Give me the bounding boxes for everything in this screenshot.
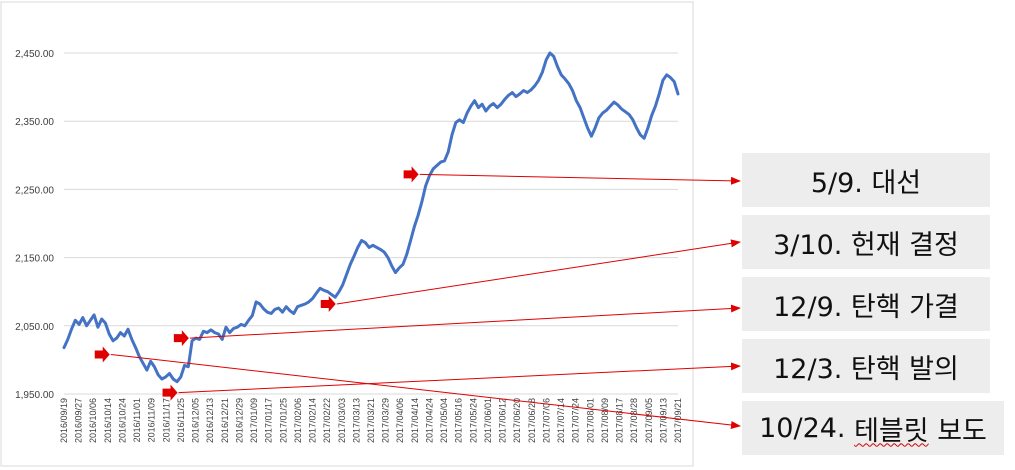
x-tick-label: 2017/03/13 (351, 398, 361, 443)
y-tick-label: 1,950.00 (15, 390, 54, 401)
y-tick-label: 2,150.00 (15, 254, 54, 265)
x-tick-label: 2017/06/12 (498, 398, 508, 443)
event-connector (419, 173, 741, 185)
event-marker (173, 330, 189, 347)
x-axis: 2016/09/19 2016/09/27 2016/10/06 2016/10/14… (59, 398, 683, 443)
x-tick-label: 2017/06/28 (527, 398, 537, 443)
callout-label: 3/10. 헌재 결정 (773, 229, 959, 261)
x-tick-label: 2016/12/13 (205, 398, 215, 443)
x-tick-label: 2017/01/09 (249, 398, 259, 443)
x-tick-label: 2017/09/21 (673, 398, 683, 443)
x-tick-label: 2016/12/05 (191, 398, 201, 443)
callout-impeachment-proposed: 12/3. 탄핵 발의 (742, 339, 990, 393)
x-tick-label: 2017/03/21 (366, 398, 376, 443)
x-tick-label: 2017/02/06 (293, 398, 303, 443)
x-tick-label: 2017/08/01 (585, 398, 595, 443)
event-connector (189, 304, 741, 339)
x-tick-label: 2017/05/24 (468, 398, 478, 443)
x-tick-label: 2017/01/17 (264, 398, 274, 443)
x-tick-label: 2017/08/28 (629, 398, 639, 443)
x-tick-label: 2017/03/29 (381, 398, 391, 443)
x-tick-label: 2017/06/01 (483, 398, 493, 443)
x-tick-label: 2017/02/14 (308, 398, 318, 443)
event-marker (94, 346, 110, 363)
y-axis: 1,950.00 2,050.00 2,150.00 2,250.00 2,350.00… (15, 49, 54, 401)
x-tick-label: 2017/09/05 (644, 398, 654, 443)
x-tick-label: 2017/05/04 (439, 398, 449, 443)
x-tick-label: 2016/11/25 (176, 398, 186, 442)
x-tick-label: 2017/07/14 (556, 398, 566, 443)
event-connector (336, 239, 741, 305)
event-marker (162, 384, 178, 401)
event-connector (178, 362, 741, 394)
x-tick-label: 2017/02/22 (322, 398, 332, 443)
x-tick-label: 2017/05/16 (454, 398, 464, 443)
x-tick-label: 2017/07/06 (541, 398, 551, 443)
x-tick-label: 2017/04/06 (395, 398, 405, 443)
x-tick-label: 2017/04/24 (424, 398, 434, 443)
event-marker (403, 166, 419, 183)
x-tick-label: 2017/06/20 (512, 398, 522, 443)
x-tick-label: 2016/10/14 (103, 398, 113, 443)
x-tick-label: 2017/04/14 (410, 398, 420, 443)
callout-election: 5/9. 대선 (742, 153, 990, 207)
event-marker (320, 295, 336, 312)
x-tick-label: 2017/08/17 (615, 398, 625, 443)
callout-label-flagged: 테블릿 (854, 415, 929, 447)
x-tick-label: 2016/10/24 (117, 398, 127, 443)
series-line (62, 51, 680, 384)
x-tick-label: 2017/01/25 (278, 398, 288, 443)
y-tick-label: 2,450.00 (15, 49, 54, 60)
callout-label: 12/3. 탄핵 발의 (773, 353, 959, 385)
plot-frame (0, 1, 694, 467)
x-tick-label: 2016/11/17 (161, 398, 171, 442)
callout-label-prefix: 10/24. (759, 412, 855, 444)
x-tick-label: 2017/09/13 (658, 398, 668, 443)
callout-impeachment-passed: 12/9. 탄핵 가결 (742, 277, 990, 331)
x-tick-label: 2017/07/24 (571, 398, 581, 443)
x-tick-label: 2017/03/03 (337, 398, 347, 443)
x-tick-label: 2016/09/27 (74, 398, 84, 443)
x-tick-label: 2016/11/01 (132, 398, 142, 442)
x-tick-label: 2016/11/09 (147, 398, 157, 442)
annotations (94, 166, 741, 429)
event-connector (110, 353, 741, 429)
x-tick-label: 2016/09/19 (59, 398, 69, 443)
callout-court-decision: 3/10. 헌재 결정 (742, 215, 990, 269)
callout-label: 5/9. 대선 (810, 167, 922, 199)
y-tick-label: 2,350.00 (15, 117, 54, 128)
x-tick-label: 2017/08/09 (600, 398, 610, 443)
grid (64, 52, 678, 395)
y-tick-label: 2,250.00 (15, 185, 54, 196)
callout-label-suffix: 보도 (928, 415, 987, 447)
x-tick-label: 2016/12/21 (220, 398, 230, 443)
x-tick-label: 2016/12/29 (234, 398, 244, 443)
callout-label: 12/9. 탄핵 가결 (773, 291, 959, 323)
callout-tablet-report: 10/24. 테블릿 보도 (742, 401, 1004, 455)
y-tick-label: 2,050.00 (15, 322, 54, 333)
x-tick-label: 2016/10/06 (88, 398, 98, 443)
